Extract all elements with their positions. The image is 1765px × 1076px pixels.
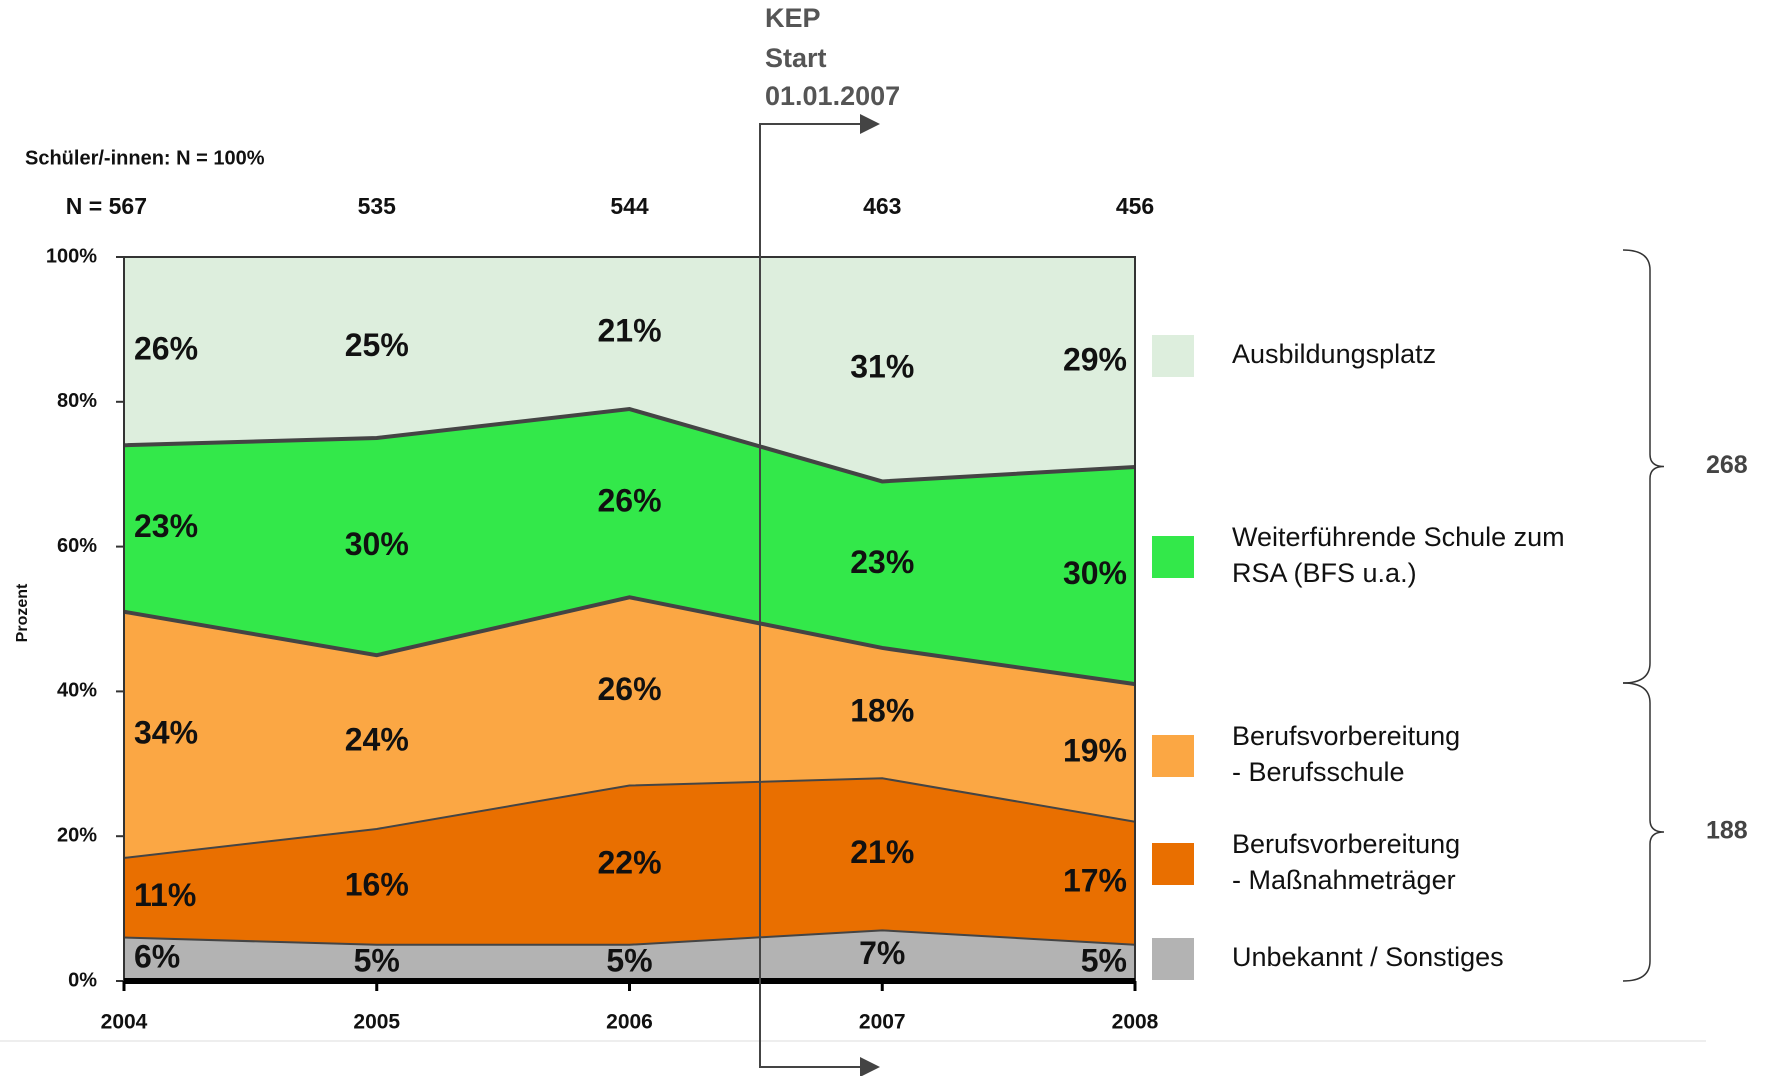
data-label: 30% <box>345 526 409 562</box>
legend-swatch <box>1152 735 1194 777</box>
data-label: 11% <box>134 877 196 913</box>
y-tick-label: 80% <box>57 390 97 412</box>
legend-label: Unbekannt / Sonstiges <box>1232 942 1504 972</box>
data-label: 5% <box>354 942 400 978</box>
legend-swatch <box>1152 938 1194 980</box>
kep-label: KEP <box>765 3 821 33</box>
legend-swatch <box>1152 536 1194 578</box>
y-tick-label: 40% <box>57 680 97 702</box>
data-label: 30% <box>1063 555 1127 591</box>
data-label: 34% <box>134 714 198 750</box>
legend-swatch <box>1152 843 1194 885</box>
data-label: 22% <box>597 845 661 881</box>
data-label: 19% <box>1063 732 1127 768</box>
area <box>124 930 1135 981</box>
boundary <box>123 777 1136 859</box>
data-label: 21% <box>597 312 661 348</box>
y-axis-label: Prozent <box>14 583 31 642</box>
legend-swatch <box>1152 335 1194 377</box>
kep-label: Start <box>765 43 827 73</box>
area <box>124 257 1135 482</box>
sample-size: 456 <box>1116 193 1154 219</box>
sample-size: 544 <box>610 193 649 219</box>
data-label: 5% <box>1081 942 1127 978</box>
data-label: 5% <box>606 942 652 978</box>
x-tick-label: 2007 <box>859 1011 906 1034</box>
sample-size: 535 <box>358 193 397 219</box>
data-label: 21% <box>850 834 914 870</box>
legend-label: Berufsvorbereitung - Berufsschule <box>1232 721 1460 787</box>
data-label: 6% <box>134 939 180 975</box>
sample-size: N = 567 <box>66 193 147 219</box>
data-label: 26% <box>597 671 661 707</box>
data-label: 23% <box>134 508 198 544</box>
data-label: 24% <box>345 722 409 758</box>
data-label: 25% <box>345 327 409 363</box>
boundary <box>123 929 1136 946</box>
boundary <box>123 407 1136 484</box>
y-tick-label: 0% <box>68 969 97 991</box>
bracket <box>1622 682 1665 982</box>
x-tick-label: 2006 <box>606 1011 653 1034</box>
data-label: 26% <box>597 483 661 519</box>
bracket-label: 188 <box>1706 817 1748 845</box>
x-tick-label: 2005 <box>353 1011 400 1034</box>
legend-label: Ausbildungsplatz <box>1232 339 1436 369</box>
legend-label: Weiterführende Schule zum RSA (BFS u.a.) <box>1232 522 1565 588</box>
area <box>124 597 1135 858</box>
y-tick-label: 20% <box>57 824 97 846</box>
data-label: 16% <box>345 866 409 902</box>
bracket <box>1622 249 1665 684</box>
kep-label: 01.01.2007 <box>765 81 900 111</box>
data-label: 29% <box>1063 341 1127 377</box>
bracket-label: 268 <box>1706 451 1748 479</box>
x-tick-label: 2008 <box>1112 1011 1159 1034</box>
data-label: 18% <box>850 693 914 729</box>
legend-label: Berufsvorbereitung - Maßnahmeträger <box>1232 829 1460 895</box>
data-label: 17% <box>1063 863 1127 899</box>
y-tick-label: 100% <box>46 245 97 267</box>
area <box>124 409 1135 685</box>
y-tick-label: 60% <box>57 535 97 557</box>
data-label: 26% <box>134 331 198 367</box>
sample-size: 463 <box>863 193 901 219</box>
data-label: 23% <box>850 544 914 580</box>
data-label: 31% <box>850 349 914 385</box>
area <box>124 778 1135 945</box>
data-label: 7% <box>859 935 905 971</box>
x-tick-label: 2004 <box>101 1011 148 1034</box>
boundary <box>123 595 1136 687</box>
subtitle: Schüler/-innen: N = 100% <box>25 147 265 169</box>
